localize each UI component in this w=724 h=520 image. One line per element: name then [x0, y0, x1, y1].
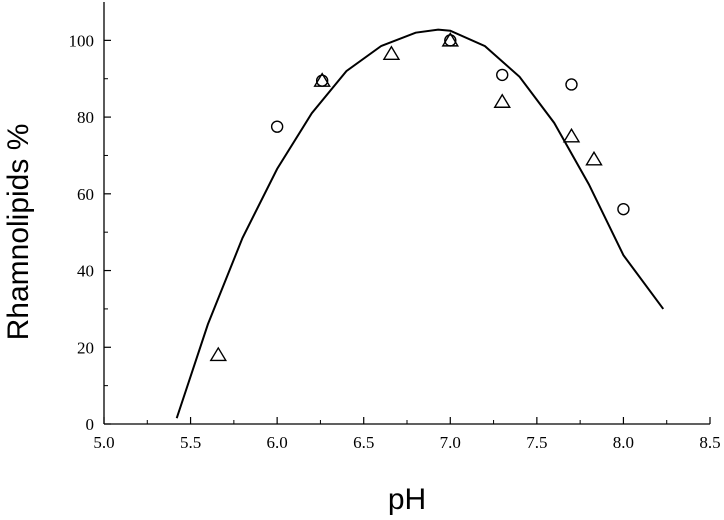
y-tick-label: 80: [77, 108, 94, 127]
circle-point: [270, 120, 284, 133]
x-axis-title: pH: [388, 483, 426, 516]
fit-curve-layer: [175, 28, 665, 419]
x-tick-label: 6.0: [267, 433, 288, 452]
axes: 5.0 5.5 6.0 6.5 7.0 7.5 8.0 8.5 0 20 40 60 80 100: [69, 2, 721, 452]
circle-point: [565, 78, 578, 91]
data-points: [209, 32, 630, 362]
fit-curve: [175, 28, 665, 419]
triangle-point: [313, 72, 331, 87]
triangle-point: [382, 45, 401, 60]
triangle-point: [562, 127, 581, 143]
x-tick-label: 7.5: [526, 433, 547, 452]
y-tick-label: 0: [86, 415, 95, 434]
x-tick-label: 5.5: [180, 433, 201, 452]
x-tick-label: 8.5: [699, 433, 720, 452]
x-tick-label: 8.0: [613, 433, 634, 452]
circle-point: [617, 202, 630, 216]
triangle-point: [493, 93, 511, 108]
y-axis-title: Rhamnolipids %: [2, 124, 35, 341]
x-tick-label: 6.5: [353, 433, 374, 452]
x-tick-label: 7.0: [440, 433, 461, 452]
x-tick-label: 5.0: [93, 433, 114, 452]
y-tick-label: 60: [77, 185, 94, 204]
circle-point: [496, 68, 509, 82]
triangle-point: [441, 32, 460, 47]
y-tick-label: 20: [77, 338, 94, 357]
triangle-point: [209, 346, 228, 362]
triangle-point: [585, 150, 603, 166]
y-tick-label: 100: [69, 31, 95, 50]
y-tick-label: 40: [77, 262, 94, 281]
